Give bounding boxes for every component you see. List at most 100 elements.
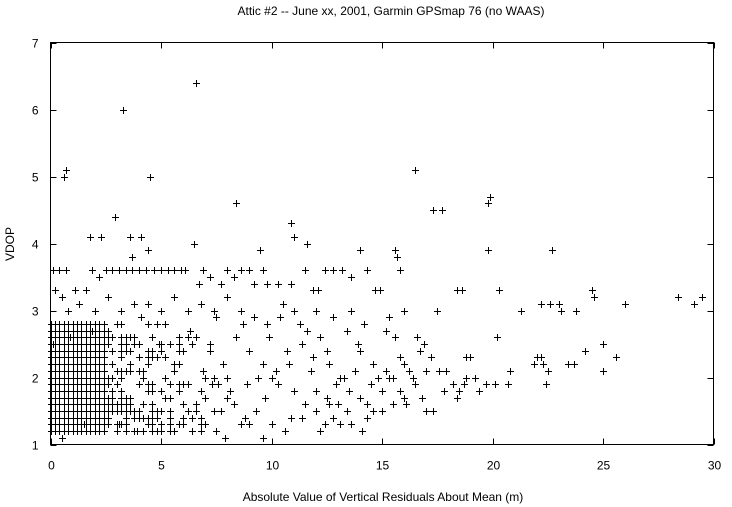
x-tick-label: 15 [376,459,390,473]
data-point [147,174,154,181]
data-point [158,341,165,348]
data-points [48,80,706,442]
data-point [193,401,200,408]
data-point [392,334,399,341]
data-point [118,321,125,328]
data-point [176,388,183,395]
data-point [286,361,293,368]
data-point [167,421,174,428]
data-point [193,80,200,87]
data-point [558,308,565,315]
data-point [324,395,331,402]
data-point [547,301,554,308]
data-point [218,281,225,288]
data-point [600,341,607,348]
data-point [96,274,103,281]
data-point [193,334,200,341]
data-point [202,395,209,402]
data-point [454,395,461,402]
data-point [101,368,108,375]
data-point [269,421,276,428]
data-point [176,334,183,341]
data-point [101,388,108,395]
data-point [492,381,499,388]
data-point [275,281,282,288]
data-point [565,361,572,368]
data-point [246,267,253,274]
data-point [109,348,116,355]
data-point [143,267,150,274]
data-point [467,354,474,361]
data-point [251,281,258,288]
data-point [123,415,130,422]
data-point [322,421,329,428]
data-point [129,267,136,274]
data-point [158,421,165,428]
data-point [114,381,121,388]
data-point [213,314,220,321]
data-point [288,281,295,288]
data-point [154,415,161,422]
data-point [89,267,96,274]
data-point [463,375,470,382]
data-point [275,381,282,388]
x-tick-label: 5 [158,459,165,473]
data-point [364,415,371,422]
data-point [308,368,315,375]
data-point [357,395,364,402]
y-tick-label: 3 [32,305,39,319]
data-point [288,415,295,422]
data-point [430,207,437,214]
data-point [231,401,238,408]
data-point [344,328,351,335]
data-point [244,381,251,388]
data-point [456,388,463,395]
data-point [494,334,501,341]
data-point [176,361,183,368]
y-tick-label: 5 [32,171,39,185]
data-point [185,408,192,415]
data-point [171,267,178,274]
data-point [330,415,337,422]
data-point [191,241,198,248]
data-point [63,167,70,174]
data-point [379,388,386,395]
data-point [162,375,169,382]
data-point [392,247,399,254]
data-point [207,341,214,348]
data-point [246,348,253,355]
data-point [200,368,207,375]
x-axis-title: Absolute Value of Vertical Residuals Abo… [243,490,524,504]
data-point [476,388,483,395]
data-point [220,361,227,368]
data-point [505,381,512,388]
data-point [403,401,410,408]
data-point [507,368,514,375]
data-point [297,321,304,328]
data-point [72,287,79,294]
data-point [233,200,240,207]
y-tick-label: 1 [32,439,39,453]
data-point [123,428,130,435]
y-axis: 1 2 3 4 5 6 7 [32,37,714,453]
data-point [158,348,165,355]
data-point [364,267,371,274]
data-point [158,408,165,415]
data-point [145,247,152,254]
data-point [209,381,216,388]
data-point [101,428,108,435]
data-point [383,328,390,335]
data-point [238,421,245,428]
data-point [52,287,59,294]
data-point [390,401,397,408]
data-point [185,334,192,341]
data-point [397,354,404,361]
data-point [540,361,547,368]
data-point [401,308,408,315]
data-point [691,301,698,308]
data-point [253,408,260,415]
data-point [543,381,550,388]
data-point [59,435,66,442]
data-point [162,321,169,328]
